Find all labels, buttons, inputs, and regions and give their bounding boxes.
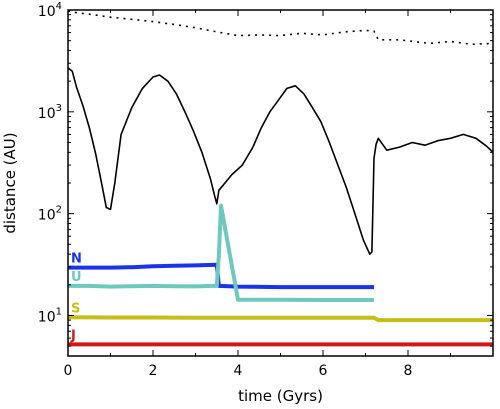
y-tick-label: 101 xyxy=(38,306,62,325)
y-tick-label-base: 10 xyxy=(38,309,56,325)
series-label-j: J xyxy=(70,328,76,343)
y-tick-label: 103 xyxy=(38,103,62,122)
y-tick-label-exponent: 3 xyxy=(56,103,62,114)
x-tick-label: 0 xyxy=(64,363,73,379)
y-tick-label-base: 10 xyxy=(38,106,56,122)
y-tick-label-exponent: 2 xyxy=(56,205,62,216)
series-label-s: S xyxy=(71,301,80,316)
plot-frame xyxy=(67,9,494,357)
series-layer xyxy=(67,10,494,347)
y-tick-label-exponent: 4 xyxy=(56,1,62,12)
series-label-u: U xyxy=(71,270,82,285)
x-tick-label: 4 xyxy=(234,363,243,379)
series-dotted-line xyxy=(67,10,494,46)
y-tick-label: 104 xyxy=(38,1,62,20)
planet-label-layer: NU SJ xyxy=(70,252,82,344)
x-tick-label: 2 xyxy=(149,363,158,379)
y-tick-label-base: 10 xyxy=(38,4,56,20)
y-tick-label-base: 10 xyxy=(38,208,56,224)
x-axis-label: time (Gyrs) xyxy=(238,387,323,405)
y-tick-label: 102 xyxy=(38,205,62,224)
series-n-line xyxy=(68,262,374,290)
series-u-line xyxy=(68,203,374,302)
y-axis-label: distance (AU) xyxy=(1,132,19,233)
x-tick-label: 6 xyxy=(319,363,328,379)
series-solid-line xyxy=(67,67,494,255)
y-tick-label-exponent: 1 xyxy=(56,306,62,317)
x-tick-label: 8 xyxy=(404,363,413,379)
series-label-n: N xyxy=(71,252,82,267)
series-s-line xyxy=(67,315,493,323)
